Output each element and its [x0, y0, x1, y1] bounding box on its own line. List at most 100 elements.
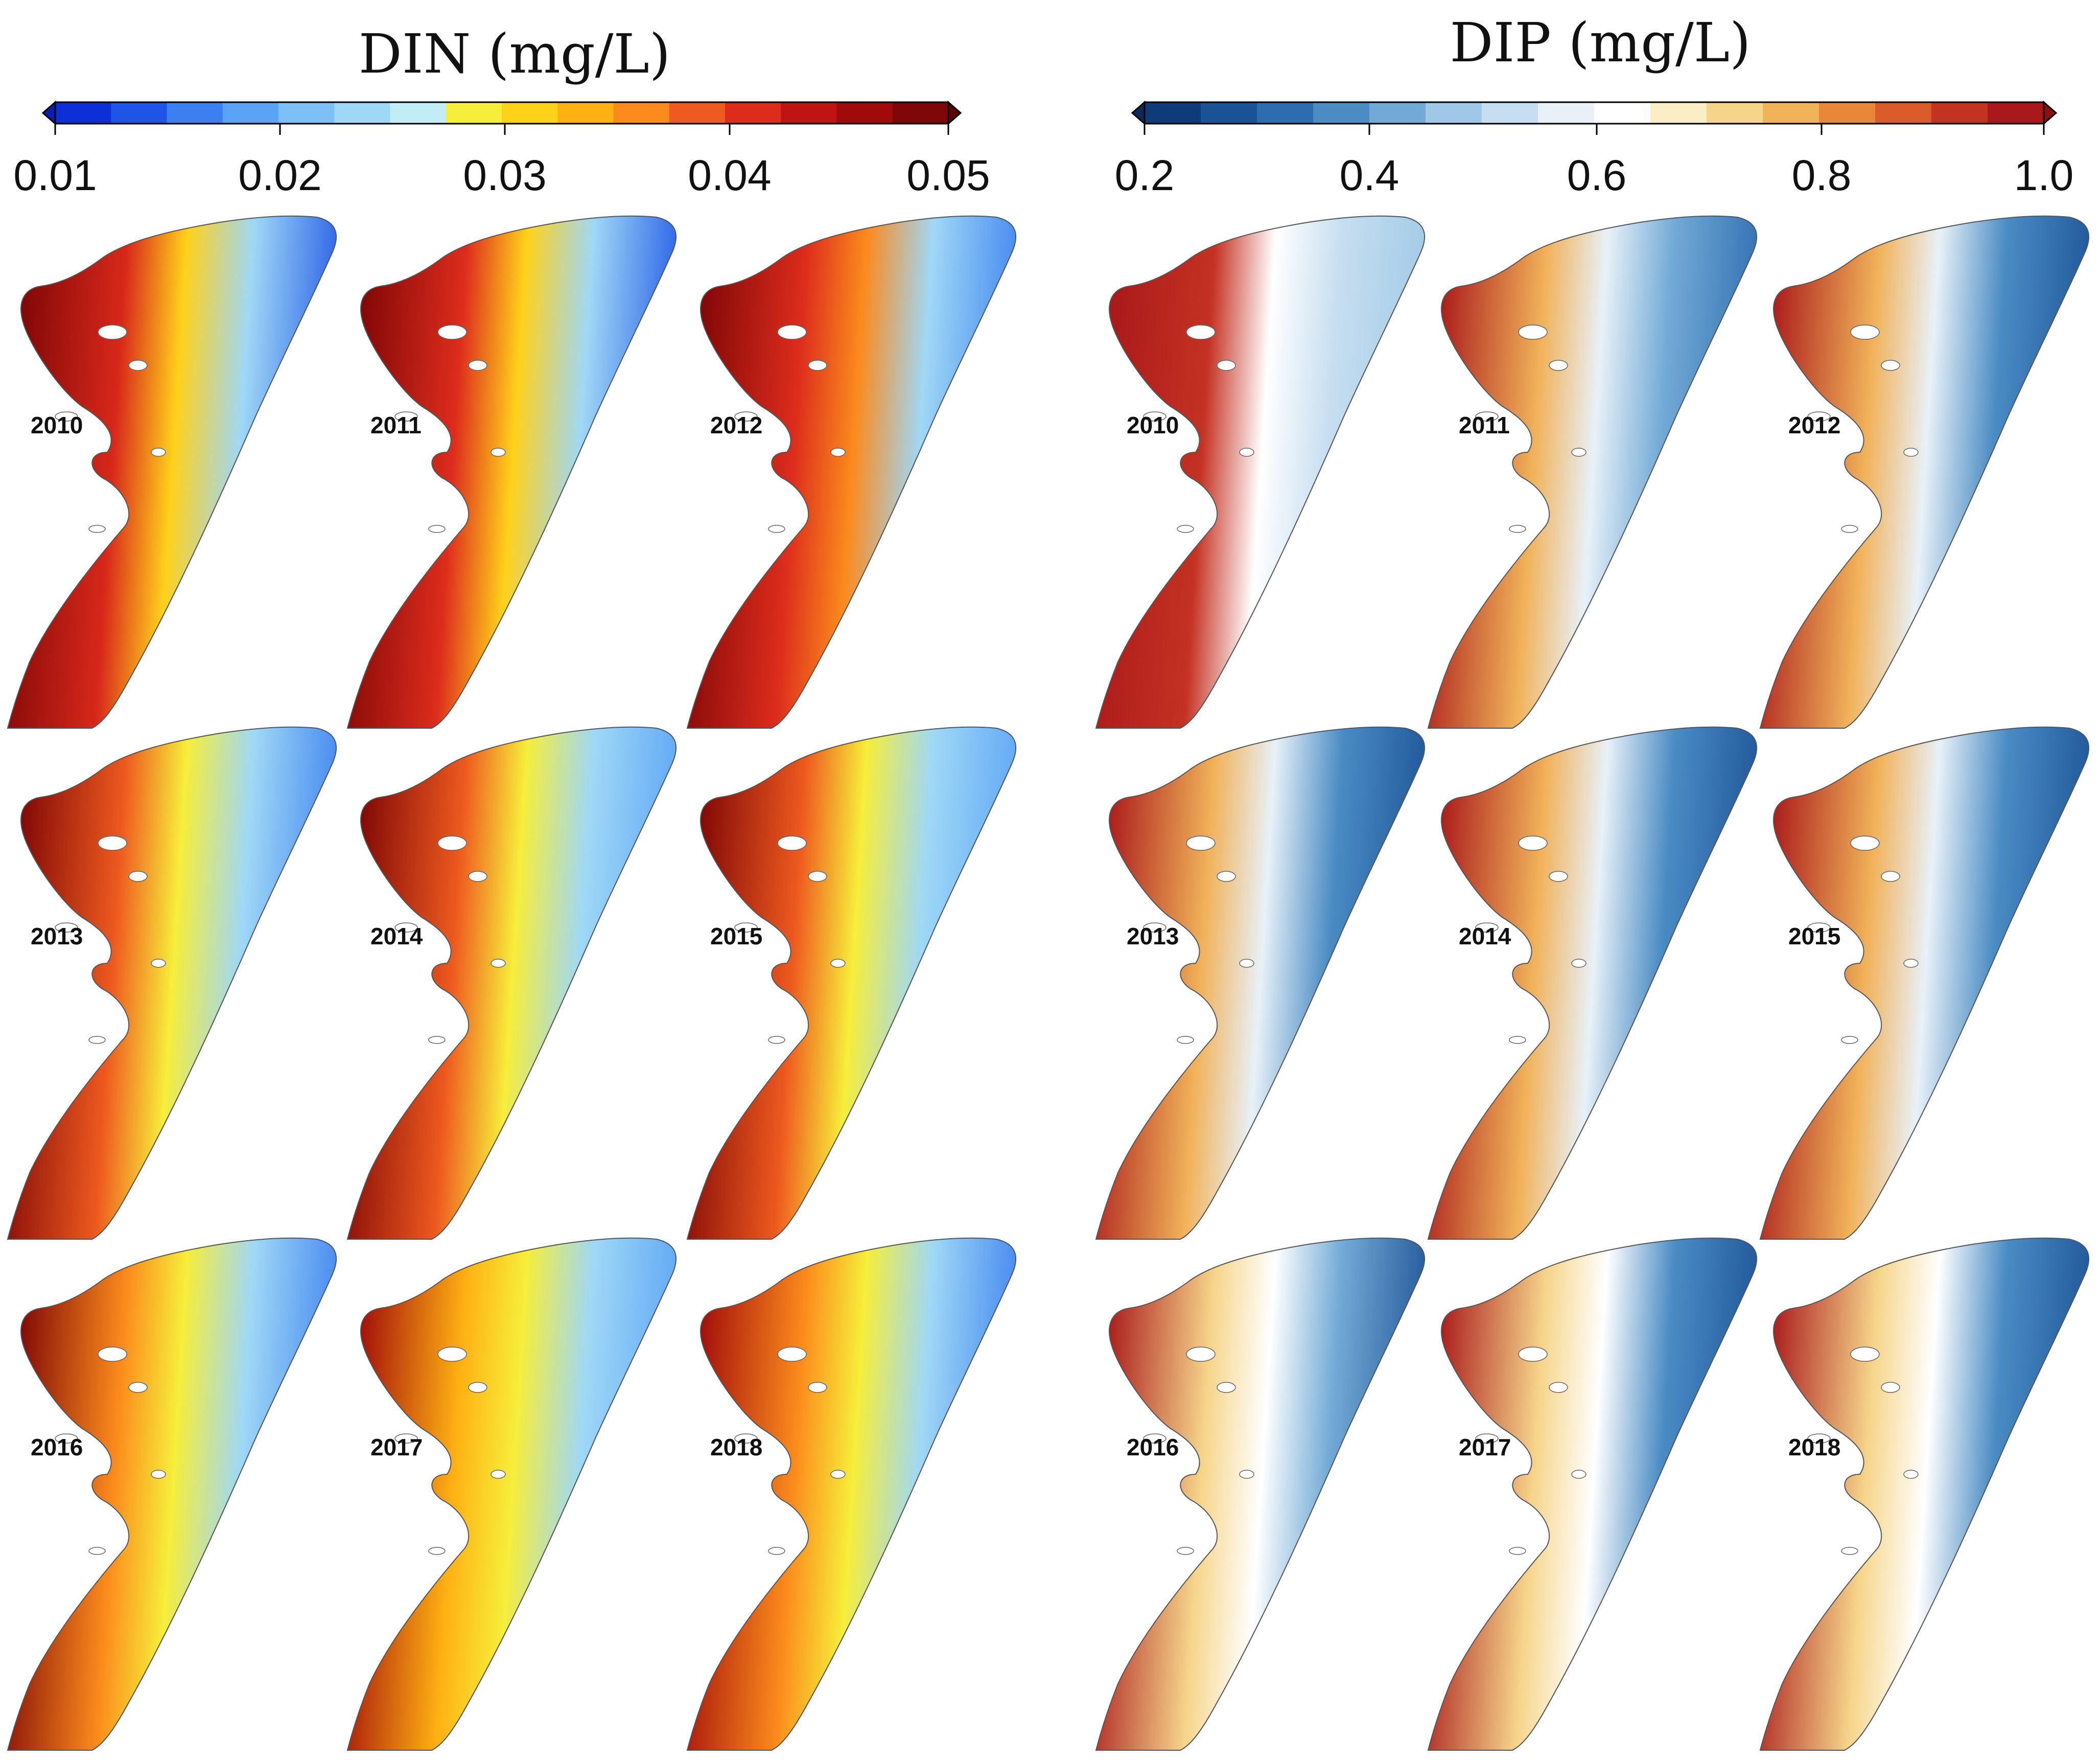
map-island	[428, 525, 446, 533]
year-label: 2015	[710, 923, 762, 949]
map-island	[55, 1433, 78, 1444]
colorbar-level	[1145, 102, 1201, 124]
map-island	[98, 836, 127, 851]
map-domain	[1428, 215, 1758, 729]
dip-tick-label: 0.4	[1340, 151, 1399, 199]
colorbar-frame	[54, 101, 949, 125]
map-island	[1881, 871, 1900, 882]
map-island	[1903, 448, 1919, 457]
map-panel: 2010	[1095, 215, 1426, 729]
map-domain	[687, 215, 1017, 729]
map-domain	[347, 1237, 677, 1751]
dip-title: DIP (mg/L)	[1450, 11, 1751, 74]
map-island	[1549, 360, 1568, 371]
map-island	[491, 959, 506, 968]
year-label: 2015	[1788, 923, 1840, 949]
map-domain	[1428, 726, 1758, 1240]
map-panel: 2014	[1428, 726, 1758, 1240]
map-island	[1850, 1347, 1880, 1362]
din-panel: DIN (mg/L) 0.01 0.02 0.03 0.04 0.05 2010…	[7, 22, 1017, 1751]
map-island	[1903, 1470, 1919, 1479]
map-island	[808, 871, 827, 882]
map-island	[468, 1382, 487, 1393]
dip-colorbar	[1131, 100, 2058, 135]
map-island	[1509, 1547, 1526, 1555]
map-island	[1217, 1382, 1236, 1393]
map-domain	[347, 215, 677, 729]
map-island	[1841, 525, 1858, 533]
map-island	[55, 411, 78, 422]
map-island	[88, 1036, 106, 1044]
map-island	[777, 836, 807, 851]
map-panel: 2012	[1760, 215, 2090, 729]
map-island	[1177, 525, 1194, 533]
year-label: 2017	[370, 1434, 423, 1460]
map-panel: 2015	[687, 726, 1017, 1240]
map-island	[1881, 360, 1900, 371]
din-title: DIN (mg/L)	[359, 22, 670, 85]
map-island	[491, 448, 506, 457]
year-label: 2018	[710, 1434, 762, 1460]
din-map-grid: 2010 2011 2012 2013 2014 2015 2016 2017 …	[7, 215, 1017, 1751]
map-island	[394, 922, 418, 933]
map-island	[1143, 1433, 1166, 1444]
map-island	[1217, 871, 1236, 882]
map-island	[1143, 411, 1166, 422]
colorbar-level	[1875, 102, 1932, 124]
map-island	[1475, 1433, 1499, 1444]
map-domain	[1095, 1237, 1426, 1751]
map-island	[55, 922, 78, 933]
year-label: 2018	[1788, 1434, 1840, 1460]
map-island	[1186, 1347, 1216, 1362]
map-island	[394, 411, 418, 422]
dip-tick-label: 0.6	[1567, 151, 1627, 199]
colorbar-level	[502, 102, 558, 124]
map-island	[1841, 1036, 1858, 1044]
map-domain	[1760, 1237, 2090, 1751]
map-island	[1143, 922, 1166, 933]
map-island	[128, 1382, 148, 1393]
colorbar-level	[167, 102, 223, 124]
colorbar-level	[725, 102, 781, 124]
colorbar-level	[1707, 102, 1763, 124]
colorbar-level	[1931, 102, 1988, 124]
colorbar-level	[1650, 102, 1707, 124]
map-island	[1807, 922, 1831, 933]
map-island	[151, 448, 166, 457]
map-panel: 2010	[7, 215, 337, 729]
year-label: 2013	[31, 923, 83, 949]
map-island	[1518, 836, 1548, 851]
dip-map-grid: 2010 2011 2012 2013 2014 2015 2016 2017 …	[1095, 215, 2090, 1751]
colorbar-extend-high	[2043, 100, 2058, 126]
map-domain	[1428, 1237, 1758, 1751]
map-island	[1903, 959, 1919, 968]
map-island	[830, 448, 846, 457]
colorbar-level	[836, 102, 893, 124]
colorbar-level	[781, 102, 837, 124]
map-island	[1518, 1347, 1548, 1362]
map-island	[1841, 1547, 1858, 1555]
map-island	[128, 871, 148, 882]
map-island	[1881, 1382, 1900, 1393]
colorbar-level	[1819, 102, 1876, 124]
map-island	[734, 922, 758, 933]
din-tick-label: 0.03	[463, 151, 547, 199]
colorbar-level	[1482, 102, 1538, 124]
colorbar-level	[390, 102, 447, 124]
year-label: 2016	[1127, 1434, 1179, 1460]
map-island	[428, 1036, 446, 1044]
din-colorbar	[41, 100, 962, 135]
map-island	[437, 324, 467, 340]
din-tick-label: 0.04	[688, 151, 772, 199]
colorbar-level	[278, 102, 335, 124]
map-panel: 2018	[687, 1237, 1017, 1751]
map-island	[468, 871, 487, 882]
map-island	[468, 360, 487, 371]
map-panel: 2016	[7, 1237, 337, 1751]
map-panel: 2016	[1095, 1237, 1426, 1751]
map-panel: 2013	[1095, 726, 1426, 1240]
colorbar-level	[557, 102, 614, 124]
din-tick-label: 0.01	[13, 151, 97, 199]
map-island	[437, 1347, 467, 1362]
map-panel: 2017	[347, 1237, 677, 1751]
